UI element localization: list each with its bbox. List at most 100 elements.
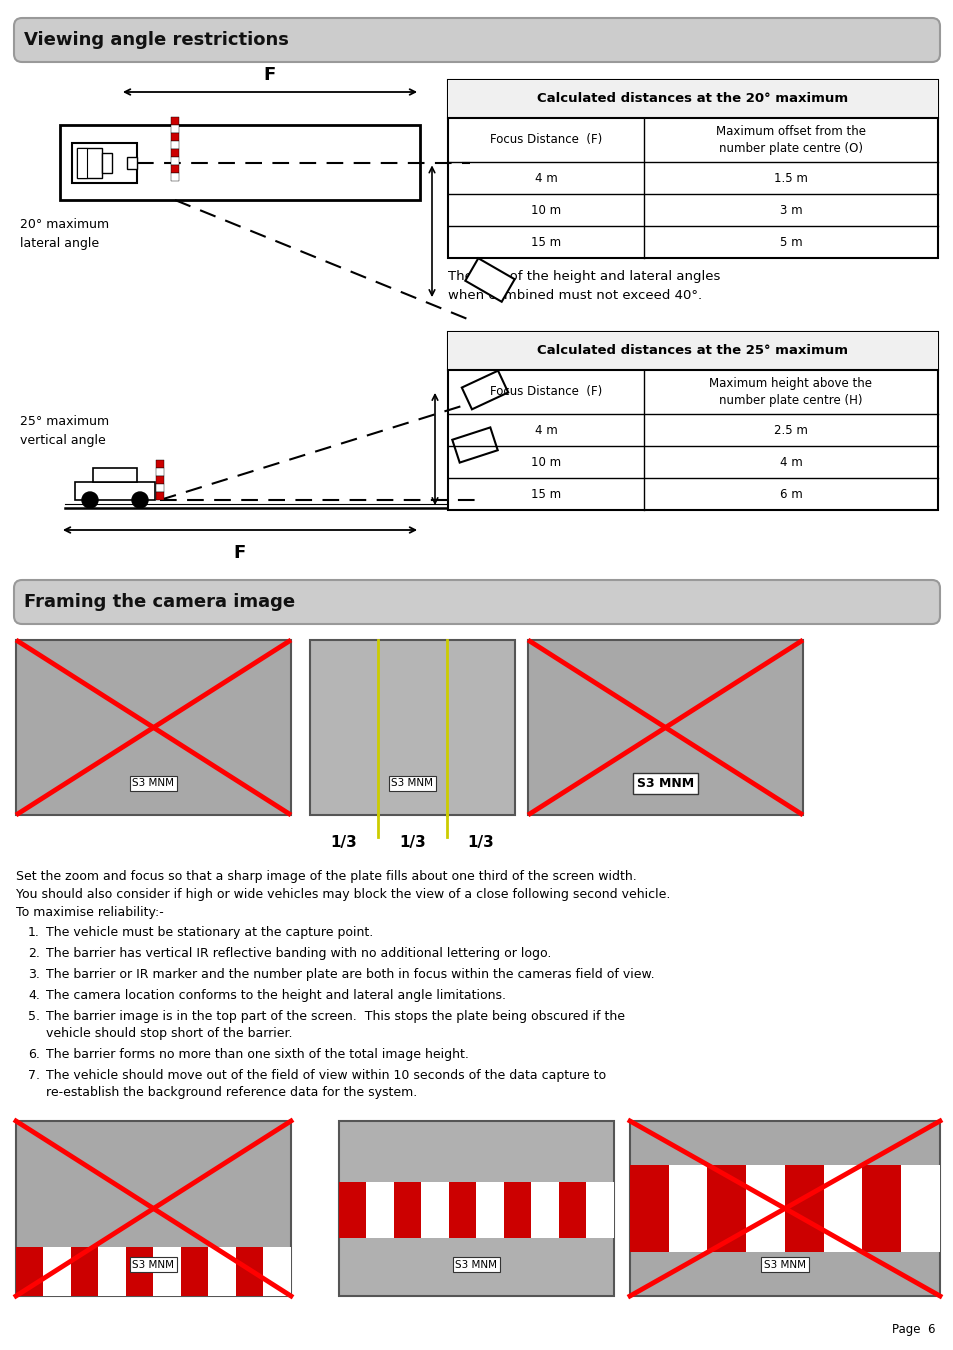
Bar [156, 477, 164, 485]
Text: F: F [233, 544, 246, 562]
Text: S3 MNM: S3 MNM [763, 1260, 805, 1269]
Bar [338, 1120, 614, 1296]
Text: Set the zoom and focus so that a sharp image of the plate fills about one third : Set the zoom and focus so that a sharp i… [16, 869, 636, 883]
Bar [127, 157, 137, 169]
Text: Viewing angle restrictions: Viewing angle restrictions [24, 31, 289, 49]
Bar [707, 1165, 745, 1253]
Text: F: F [264, 66, 275, 84]
Text: The barrier forms no more than one sixth of the total image height.: The barrier forms no more than one sixth… [46, 1048, 468, 1061]
Bar [448, 80, 937, 117]
Bar [171, 126, 179, 134]
Bar [77, 147, 102, 177]
Bar [156, 485, 164, 491]
Circle shape [132, 491, 148, 508]
Text: 7.: 7. [28, 1069, 40, 1081]
Bar [586, 1183, 614, 1238]
Bar [822, 1165, 862, 1253]
Bar [16, 1120, 291, 1296]
FancyBboxPatch shape [14, 580, 939, 624]
Text: 3 m: 3 m [779, 204, 801, 216]
Bar [71, 1247, 98, 1296]
Bar [171, 134, 179, 140]
Text: 15 m: 15 m [531, 487, 560, 501]
Text: You should also consider if high or wide vehicles may block the view of a close : You should also consider if high or wide… [16, 888, 670, 900]
Bar [421, 1183, 449, 1238]
Bar [102, 153, 112, 173]
Bar [448, 332, 937, 510]
Text: Maximum height above the
number plate centre (H): Maximum height above the number plate ce… [709, 377, 872, 406]
Bar [181, 1247, 209, 1296]
Text: S3 MNM: S3 MNM [455, 1260, 497, 1269]
Text: 1/3: 1/3 [331, 836, 357, 850]
Text: Page  6: Page 6 [892, 1323, 935, 1336]
Bar [338, 1183, 366, 1238]
Bar [171, 165, 179, 173]
Bar [16, 640, 291, 815]
FancyBboxPatch shape [14, 18, 939, 62]
Bar [503, 1183, 531, 1238]
Text: The sum of the height and lateral angles
when combined must not exceed 40°.: The sum of the height and lateral angles… [448, 270, 720, 302]
Bar [60, 126, 419, 200]
Text: S3 MNM: S3 MNM [637, 778, 694, 790]
Text: 3.: 3. [28, 968, 40, 981]
Bar [98, 1247, 126, 1296]
Text: 20° maximum
lateral angle: 20° maximum lateral angle [20, 217, 109, 250]
Text: 10 m: 10 m [531, 455, 560, 468]
Text: Framing the camera image: Framing the camera image [24, 593, 294, 612]
Text: 2.: 2. [28, 946, 40, 960]
Bar [156, 491, 164, 500]
Text: re-establish the background reference data for the system.: re-establish the background reference da… [46, 1085, 416, 1099]
Bar [77, 147, 87, 177]
Bar [629, 1120, 939, 1296]
Bar [310, 640, 515, 815]
Text: The camera location conforms to the height and lateral angle limitations.: The camera location conforms to the heig… [46, 990, 505, 1002]
Bar [235, 1247, 263, 1296]
Text: H: H [451, 435, 468, 455]
Text: 5.: 5. [28, 1010, 40, 1023]
Text: 10 m: 10 m [531, 204, 560, 216]
Text: O: O [448, 221, 465, 242]
Bar [156, 468, 164, 477]
Polygon shape [461, 371, 508, 409]
Bar [171, 117, 179, 126]
Bar [171, 157, 179, 165]
Text: 2.5 m: 2.5 m [773, 424, 807, 436]
Bar [171, 148, 179, 157]
Polygon shape [452, 428, 497, 463]
Text: 6.: 6. [28, 1048, 40, 1061]
Text: To maximise reliability:-: To maximise reliability:- [16, 906, 164, 919]
Text: 25° maximum
vertical angle: 25° maximum vertical angle [20, 414, 109, 447]
Text: 1/3: 1/3 [398, 836, 425, 850]
Bar [476, 1183, 503, 1238]
Text: 1.5 m: 1.5 m [773, 171, 807, 185]
Text: S3 MNM: S3 MNM [132, 1260, 174, 1269]
Text: 15 m: 15 m [531, 235, 560, 248]
Text: 4 m: 4 m [534, 424, 557, 436]
Bar [263, 1247, 291, 1296]
Text: The barrier has vertical IR reflective banding with no additional lettering or l: The barrier has vertical IR reflective b… [46, 946, 551, 960]
Text: The barrier image is in the top part of the screen.  This stops the plate being : The barrier image is in the top part of … [46, 1010, 624, 1023]
Text: 4.: 4. [28, 990, 40, 1002]
Text: The vehicle must be stationary at the capture point.: The vehicle must be stationary at the ca… [46, 926, 373, 940]
Bar [448, 332, 937, 370]
Text: 6 m: 6 m [779, 487, 801, 501]
Bar [156, 460, 164, 468]
Bar [44, 1247, 71, 1296]
Bar [629, 1165, 668, 1253]
Bar [394, 1183, 421, 1238]
Text: 4 m: 4 m [534, 171, 557, 185]
Text: The barrier or IR marker and the number plate are both in focus within the camer: The barrier or IR marker and the number … [46, 968, 654, 981]
Bar [449, 1183, 476, 1238]
Text: Focus Distance  (F): Focus Distance (F) [489, 386, 601, 398]
Polygon shape [465, 258, 515, 302]
Bar [745, 1165, 784, 1253]
Bar [366, 1183, 394, 1238]
Text: The vehicle should move out of the field of view within 10 seconds of the data c: The vehicle should move out of the field… [46, 1069, 605, 1081]
Text: 4 m: 4 m [779, 455, 801, 468]
Bar [16, 1247, 44, 1296]
Text: Focus Distance  (F): Focus Distance (F) [489, 134, 601, 147]
Bar [209, 1247, 235, 1296]
Bar [75, 482, 154, 500]
Text: Calculated distances at the 25° maximum: Calculated distances at the 25° maximum [537, 344, 847, 358]
Text: Maximum offset from the
number plate centre (O): Maximum offset from the number plate cen… [716, 126, 865, 155]
